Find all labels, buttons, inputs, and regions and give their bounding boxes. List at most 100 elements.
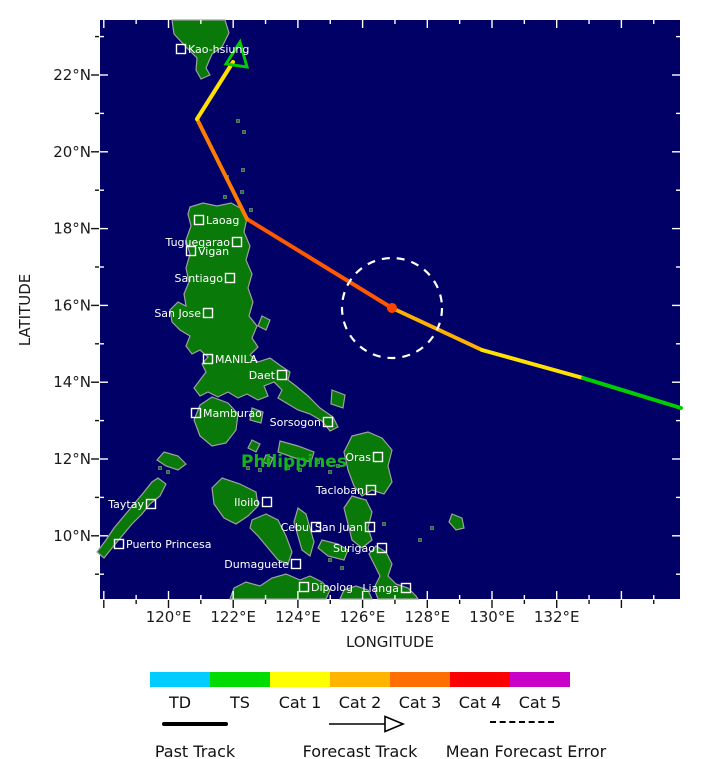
islet: [286, 466, 290, 470]
island: [96, 477, 167, 559]
city-marker-icon: [322, 416, 334, 428]
forecast-track-arrow-icon: [329, 715, 406, 733]
city-label: Oras: [345, 451, 371, 464]
forecast-arrowhead-icon: [223, 38, 250, 69]
city: San Juan: [315, 521, 376, 534]
city-label: San Jose: [154, 307, 201, 320]
legend-past-track-label: Past Track: [154, 742, 236, 759]
island: [156, 451, 187, 471]
island: [211, 477, 259, 525]
island: [249, 407, 264, 424]
lat-tick-label: 14°N: [53, 373, 91, 391]
city-label: Sorsogon: [270, 416, 321, 429]
city-marker-icon: [231, 236, 243, 248]
city: San Jose: [154, 307, 214, 320]
island: [229, 573, 331, 600]
city: Oras: [345, 451, 384, 464]
islet: [340, 566, 344, 570]
current-position-dot: [387, 303, 397, 313]
city-label: Dumaguete: [224, 558, 289, 571]
city-label: Dipolog: [311, 581, 353, 594]
city: Mamburao: [190, 407, 262, 420]
city-marker-icon: [193, 214, 205, 226]
city-label: Lianga: [362, 582, 399, 595]
city-label: MANILA: [215, 353, 258, 366]
past-track-line-icon: [162, 722, 228, 726]
lat-tick-label: 10°N: [53, 527, 91, 545]
city-label: Daet: [249, 369, 276, 382]
forecast-track-segment: [195, 60, 235, 121]
legend-mean-forecast-error-label: Mean Forecast Error: [445, 742, 607, 759]
city: Taytay: [107, 498, 157, 511]
islet: [166, 470, 170, 474]
city-label: Tacloban: [315, 484, 364, 497]
city-marker-icon: [276, 369, 288, 381]
legend-category-label: Cat 1: [278, 693, 322, 712]
forecast-track-segment: [195, 117, 249, 221]
city-marker-icon: [261, 496, 273, 508]
city: Sorsogon: [270, 416, 334, 429]
city-label: Mamburao: [203, 407, 262, 420]
city-marker-icon: [185, 245, 197, 257]
legend-category-label: Cat 5: [518, 693, 562, 712]
y-axis-title: LATITUDE: [16, 274, 34, 347]
city-label: San Juan: [315, 521, 363, 534]
city-label: Iloilo: [234, 496, 260, 509]
city-marker-icon: [145, 498, 157, 510]
legend-swatch-cat-4: [450, 672, 510, 687]
city-marker-icon: [113, 538, 125, 550]
city-label: Puerto Princesa: [126, 538, 212, 551]
city-marker-icon: [224, 272, 236, 284]
city-label: Surigao: [333, 542, 375, 555]
lon-tick-label: 130°E: [469, 608, 515, 626]
islet: [382, 522, 386, 526]
x-axis-title: LONGITUDE: [346, 633, 434, 651]
islet: [418, 538, 422, 542]
island: [343, 495, 373, 549]
islet: [246, 466, 250, 470]
land-masses: [96, 19, 465, 600]
islet: [249, 208, 253, 212]
island: [193, 396, 239, 447]
city-marker-icon: [364, 521, 376, 533]
islet: [328, 558, 332, 562]
legend-category-label: Cat 2: [338, 693, 382, 712]
city: Kao-hsiung: [175, 43, 249, 56]
lat-tick-label: 16°N: [53, 296, 91, 314]
city: Iloilo: [234, 496, 273, 509]
city: Lianga: [362, 582, 412, 595]
legend-swatch-td: [150, 672, 210, 687]
legend-swatch-cat-2: [330, 672, 390, 687]
city-marker-icon: [365, 484, 377, 496]
city-marker-icon: [290, 558, 302, 570]
lon-tick-label: 120°E: [146, 608, 192, 626]
city-marker-icon: [376, 542, 388, 554]
legend-category-label: Cat 3: [398, 693, 442, 712]
legend-swatch-ts: [210, 672, 270, 687]
island: [368, 545, 420, 600]
islet: [336, 464, 340, 468]
city-label: Taytay: [107, 498, 144, 511]
city-marker-icon: [175, 43, 187, 55]
mean-forecast-error-line-icon: [490, 721, 554, 723]
city-label: Kao-hsiung: [188, 43, 249, 56]
legend-category-label: TS: [230, 693, 250, 712]
city-marker-icon: [190, 407, 202, 419]
city: Puerto Princesa: [113, 538, 212, 551]
islet: [258, 468, 262, 472]
city: Cebu: [281, 521, 322, 534]
city: Tuguegarao: [165, 236, 243, 249]
city: MANILA: [202, 353, 258, 366]
axis-tick-labels: 120°E 122°E 124°E 126°E 128°E 130°E 132°E 22°N 2…: [53, 66, 579, 626]
mean-forecast-error-circle: [340, 256, 444, 360]
legend-swatch-cat-5: [510, 672, 570, 687]
legend-category-label: TD: [168, 693, 192, 712]
past-track-segment: [581, 376, 683, 410]
lon-tick-label: 132°E: [534, 608, 580, 626]
city-marker-icon: [400, 582, 412, 594]
city-marker-icon: [310, 521, 322, 533]
legend-forecast-track-label: Forecast Track: [302, 742, 418, 759]
island: [257, 315, 271, 331]
